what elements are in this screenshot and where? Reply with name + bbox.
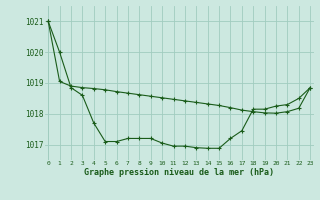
X-axis label: Graphe pression niveau de la mer (hPa): Graphe pression niveau de la mer (hPa) — [84, 168, 274, 177]
